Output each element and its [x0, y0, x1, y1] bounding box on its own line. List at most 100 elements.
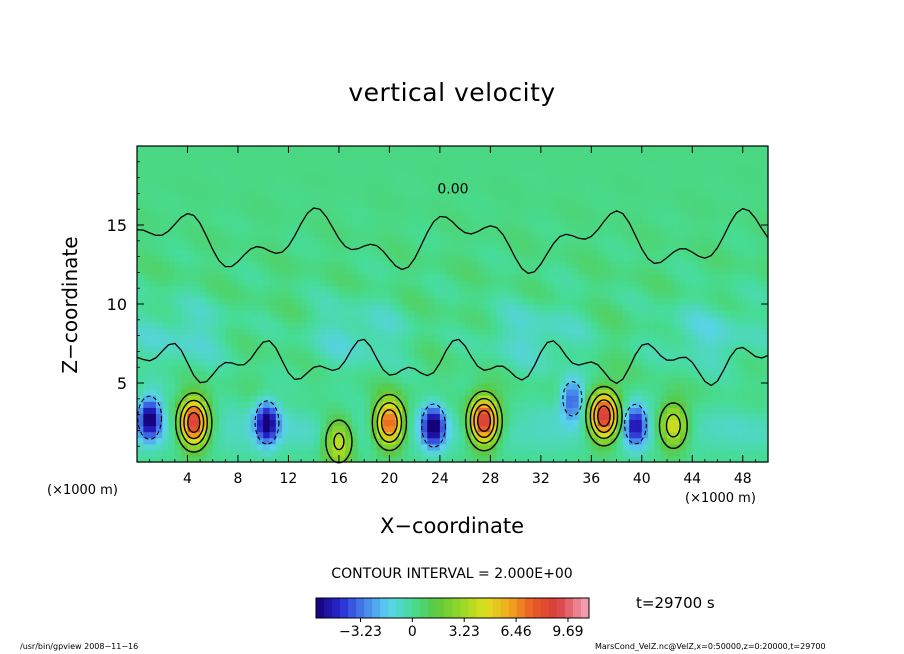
field-cell: [206, 152, 214, 159]
field-cell: [641, 267, 649, 275]
field-cell: [723, 297, 731, 305]
field-cell: [528, 182, 536, 190]
field-cell: [711, 164, 719, 171]
field-cell: [408, 431, 416, 439]
field-cell: [364, 376, 372, 384]
field-cell: [307, 243, 315, 250]
field-cell: [143, 310, 151, 317]
field-cell: [137, 419, 144, 427]
field-cell: [597, 389, 605, 396]
field-cell: [433, 346, 441, 354]
field-cell: [357, 322, 365, 329]
field-cell: [730, 358, 738, 366]
field-cell: [155, 352, 163, 360]
field-cell: [452, 389, 460, 396]
field-cell: [458, 285, 466, 293]
field-cell: [521, 316, 529, 323]
field-cell: [679, 212, 687, 220]
field-cell: [231, 237, 239, 244]
field-cell: [307, 419, 315, 427]
field-cell: [603, 346, 611, 354]
field-cell: [319, 389, 327, 396]
field-cell: [414, 231, 422, 238]
field-cell: [471, 170, 479, 177]
field-cell: [206, 170, 214, 177]
field-cell: [648, 407, 656, 414]
field-cell: [351, 182, 359, 190]
field-cell: [547, 413, 555, 421]
field-cell: [692, 376, 700, 384]
field-cell: [660, 425, 668, 433]
field-cell: [667, 383, 674, 390]
field-cell: [162, 170, 170, 177]
field-cell: [168, 413, 176, 421]
field-cell: [654, 322, 662, 329]
field-cell: [237, 273, 245, 281]
field-cell: [452, 370, 460, 378]
field-cell: [521, 231, 529, 238]
field-cell: [616, 358, 624, 366]
field-cell: [711, 255, 719, 263]
field-cell: [667, 304, 674, 311]
field-cell: [711, 419, 719, 427]
field-cell: [591, 316, 599, 323]
field-cell: [420, 188, 428, 196]
field-cell: [143, 152, 151, 159]
field-cell: [559, 285, 567, 293]
field-cell: [648, 249, 656, 256]
field-cell: [200, 407, 208, 414]
field-cell: [206, 413, 214, 421]
field-cell: [629, 231, 637, 238]
field-cell: [307, 328, 315, 335]
field-cell: [193, 158, 201, 165]
field-cell: [660, 389, 668, 396]
field-cell: [357, 395, 365, 402]
field-cell: [711, 316, 719, 323]
field-cell: [515, 346, 523, 354]
field-cell: [263, 194, 271, 202]
field-cell: [408, 267, 416, 275]
field-cell: [402, 225, 409, 232]
field-cell: [408, 261, 416, 269]
field-cell: [187, 255, 195, 263]
field-cell: [187, 188, 195, 196]
field-cell: [345, 322, 353, 329]
field-cell: [414, 176, 422, 184]
field-cell: [559, 449, 567, 457]
field-cell: [673, 328, 681, 335]
field-cell: [244, 279, 252, 287]
field-cell: [332, 188, 340, 196]
field-cell: [319, 152, 327, 159]
field-cell: [383, 304, 390, 311]
field-cell: [730, 225, 738, 232]
field-cell: [288, 273, 296, 281]
field-cell: [187, 267, 195, 275]
field-cell: [307, 176, 315, 184]
field-cell: [553, 225, 561, 232]
field-cell: [610, 146, 618, 153]
field-cell: [193, 389, 201, 396]
field-cell: [692, 383, 700, 390]
field-cell: [471, 431, 479, 439]
field-cell: [490, 358, 498, 366]
field-cell: [471, 346, 479, 354]
field-cell: [502, 170, 510, 177]
field-cell: [704, 334, 712, 342]
field-cell: [597, 304, 605, 311]
field-cell: [357, 164, 365, 171]
field-cell: [685, 218, 693, 226]
field-cell: [591, 425, 599, 433]
field-cell: [338, 279, 346, 287]
field-cell: [704, 152, 712, 159]
field-cell: [231, 273, 239, 281]
field-cell: [484, 164, 491, 171]
field-cell: [458, 206, 466, 214]
field-cell: [155, 146, 163, 153]
field-cell: [200, 304, 208, 311]
field-cell: [458, 237, 466, 244]
field-cell: [603, 376, 611, 384]
field-cell: [149, 212, 157, 220]
field-cell: [319, 176, 327, 184]
field-cell: [667, 401, 674, 408]
field-cell: [433, 249, 441, 256]
